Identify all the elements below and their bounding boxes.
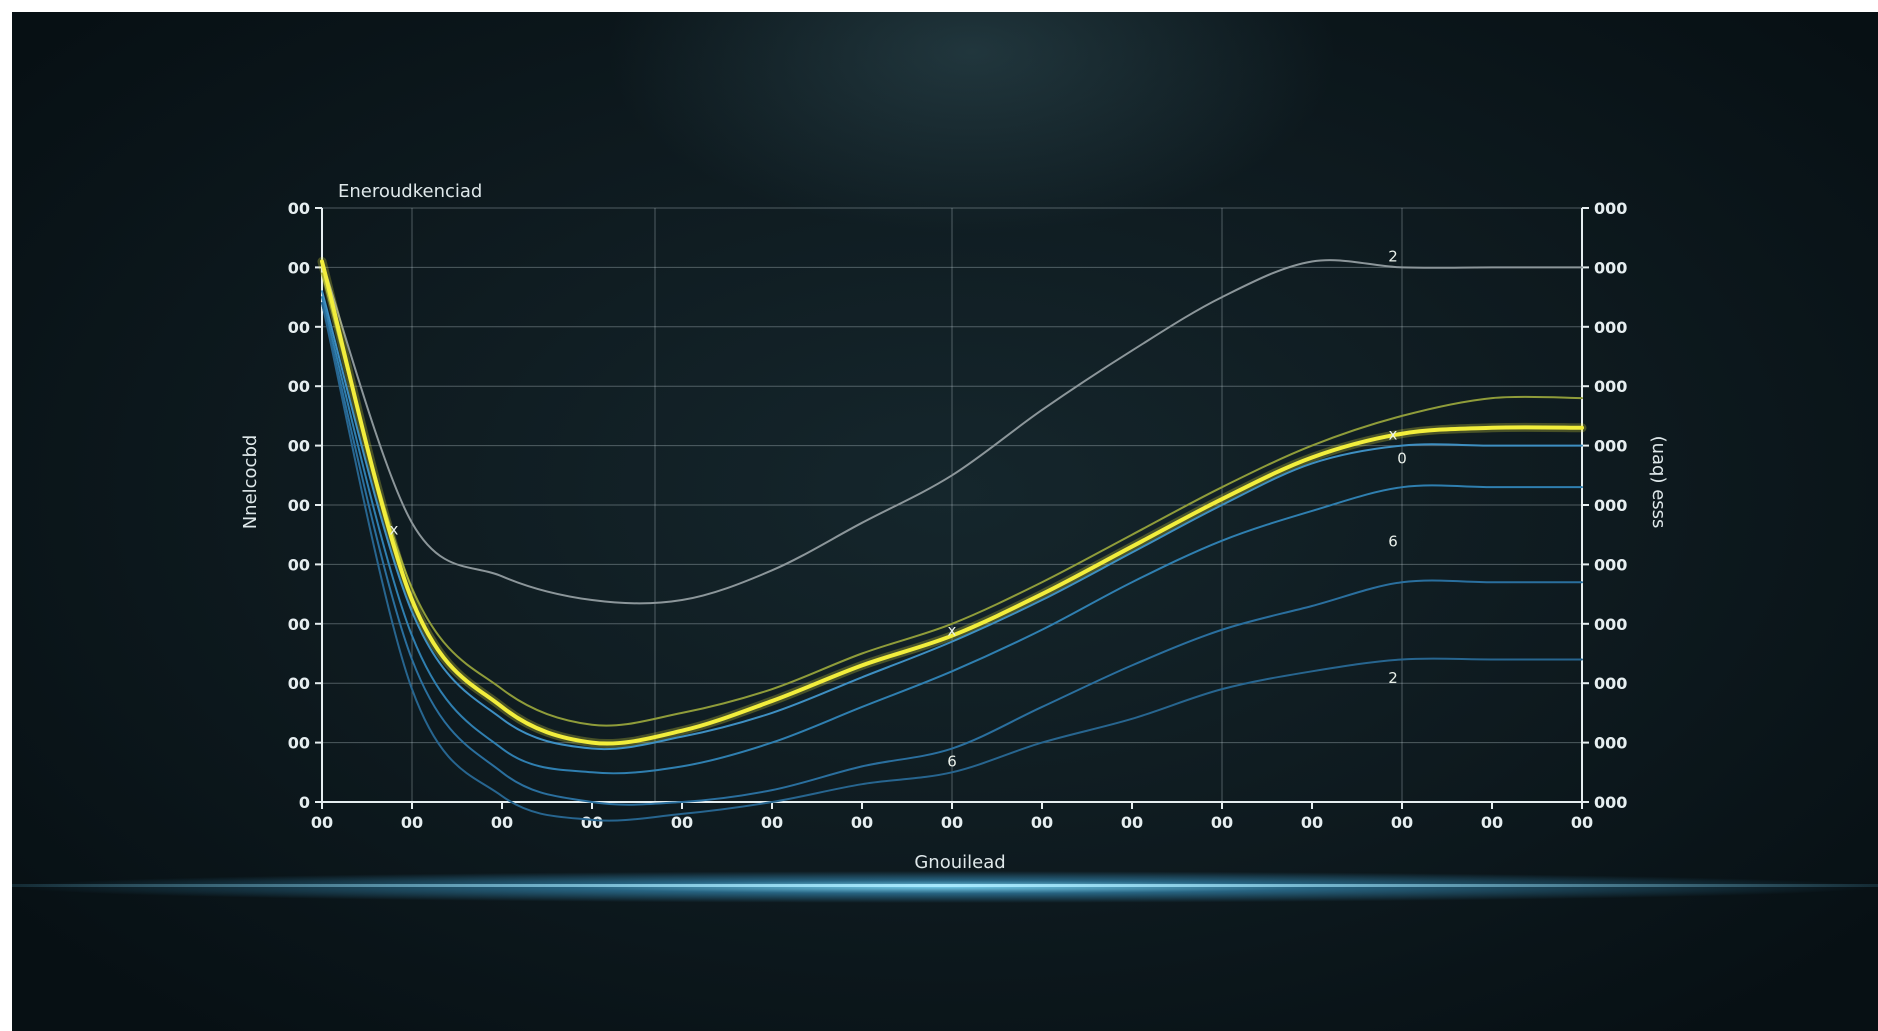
y-axis-label: Nnelcocbd: [240, 435, 261, 530]
series-line-2: [321, 272, 1583, 727]
x-tick-label: 00: [851, 813, 873, 832]
x-tick-label: 00: [311, 813, 333, 832]
x-tick-label: 00: [1301, 813, 1323, 832]
x-tick-label: 00: [671, 813, 693, 832]
annotation-label: 2: [1388, 669, 1398, 687]
x-tick-label: 00: [1481, 813, 1503, 832]
series-line-1: [321, 259, 1583, 605]
series-line-6: [321, 302, 1583, 806]
chart-annotations: x x x 2 0 6 2 6: [390, 247, 1407, 770]
x-tick-label: 00: [1211, 813, 1233, 832]
annotation-label: 2: [1388, 247, 1398, 265]
y-tick-label: 00: [288, 437, 310, 456]
y-tick-label: 00: [288, 615, 310, 634]
annotation-label: x: [948, 622, 957, 640]
x-tick-label: 00: [581, 813, 603, 832]
y-tick-label: 00: [288, 318, 310, 337]
y2-tick-label: 000: [1594, 318, 1627, 337]
series-line-3: [320, 259, 1584, 746]
y-tick-label: 00: [288, 734, 310, 753]
x-tick-label: 00: [1031, 813, 1053, 832]
y2-tick-label: 000: [1594, 555, 1627, 574]
y2-tick-label: 000: [1594, 496, 1627, 515]
x-tick-label: 00: [491, 813, 513, 832]
chart-axes: 0000000000000000000000000000000000000000…: [288, 199, 1628, 832]
x-tick-label: 00: [401, 813, 423, 832]
chart-series: [317, 256, 1587, 822]
series-line-7: [321, 302, 1583, 822]
y2-axis-label: (uaq) esss: [1648, 436, 1669, 529]
y2-tick-label: 000: [1594, 377, 1627, 396]
x-axis-label: Gnouilead: [914, 852, 1005, 873]
y2-tick-label: 000: [1594, 674, 1627, 693]
y2-tick-label: 000: [1594, 734, 1627, 753]
annotation-label: 6: [1388, 533, 1398, 551]
y2-tick-label: 000: [1594, 615, 1627, 634]
series-line-4: [321, 290, 1583, 751]
y-tick-label: 0: [299, 793, 310, 812]
y-tick-label: 00: [288, 199, 310, 218]
annotation-label: x: [390, 521, 399, 539]
horizon-glow: [12, 867, 1878, 907]
y2-tick-label: 000: [1594, 437, 1627, 456]
y-tick-label: 00: [288, 258, 310, 277]
x-tick-label: 00: [941, 813, 963, 832]
x-tick-label: 00: [1121, 813, 1143, 832]
chart-title: Eneroudkenciad: [338, 181, 482, 202]
y2-tick-label: 000: [1594, 258, 1627, 277]
y-tick-label: 00: [288, 496, 310, 515]
y-tick-label: 00: [288, 555, 310, 574]
x-tick-label: 00: [1571, 813, 1593, 832]
horizon-glow-line: [12, 884, 1878, 887]
chart-stage: 0 00 00 00 00 00 00 00 00 00 00 000 000 000 000 000 000 0…: [12, 12, 1878, 1031]
x-tick-label: 00: [761, 813, 783, 832]
line-chart: 0000000000000000000000000000000000000000…: [240, 181, 1669, 873]
y-tick-label: 00: [288, 377, 310, 396]
annotation-label: 0: [1397, 449, 1407, 467]
y2-tick-label: 000: [1594, 199, 1627, 218]
series-line-5: [321, 296, 1583, 775]
annotation-label: x: [1389, 426, 1398, 444]
chart-grid: [322, 207, 1582, 802]
x-tick-label: 00: [1391, 813, 1413, 832]
y-tick-label: 00: [288, 674, 310, 693]
annotation-label: 6: [947, 752, 957, 770]
y2-tick-label: 000: [1594, 793, 1627, 812]
